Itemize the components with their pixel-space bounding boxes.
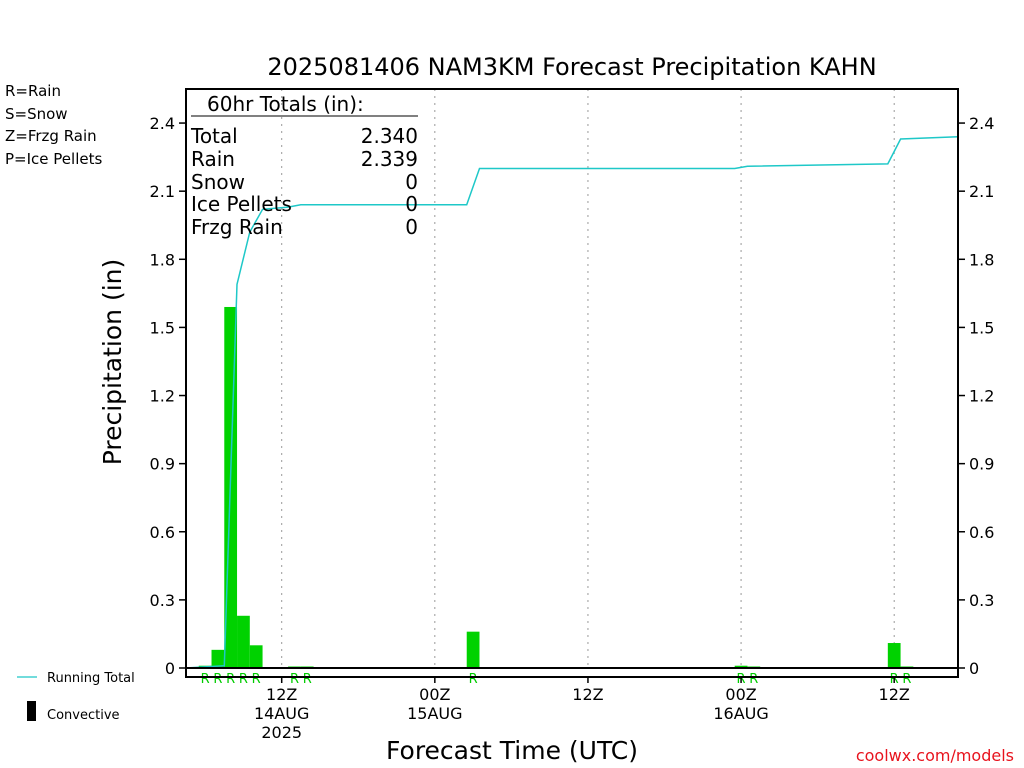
plot-frame <box>185 88 959 678</box>
y-tick-label-right: 1.5 <box>969 318 994 337</box>
x-tick-label: 00Z <box>419 685 450 704</box>
precip-type-label: R <box>303 672 312 687</box>
type-legend: R=Rain S=Snow Z=Frzg Rain P=Ice Pellets <box>5 82 102 168</box>
y-tick-label-right: 0.9 <box>969 455 994 474</box>
totals-value-ice-pellets: 0 <box>405 192 418 216</box>
grid-lines <box>281 89 895 668</box>
precip-type-label: R <box>201 672 210 687</box>
precip-type-label: R <box>469 672 478 687</box>
precip-type-label: R <box>252 672 261 687</box>
totals-label-ice-pellets: Ice Pellets <box>191 192 292 216</box>
y-tick-label-left: 2.1 <box>150 182 175 201</box>
precip-type-label: R <box>290 672 299 687</box>
convective-swatch <box>27 701 36 721</box>
convective-label: Convective <box>47 708 120 723</box>
x-tick-label: 16AUG <box>713 704 768 723</box>
y-tick-label-right: 1.8 <box>969 250 994 269</box>
x-tick-label: 00Z <box>725 685 756 704</box>
watermark: coolwx.com/models <box>856 746 1014 765</box>
totals-label-rain: Rain <box>191 147 235 171</box>
y-tick-label-left: 0 <box>165 659 175 678</box>
precip-bar <box>466 631 480 668</box>
precip-type-label: R <box>239 672 248 687</box>
chart-title: 2025081406 NAM3KM Forecast Precipitation… <box>267 53 876 81</box>
totals-value-snow: 0 <box>405 170 418 194</box>
y-tick-label-left: 0.9 <box>150 455 175 474</box>
legend-snow: S=Snow <box>5 105 68 123</box>
y-tick-label-left: 0.6 <box>150 523 175 542</box>
y-tick-label-right: 2.1 <box>969 182 994 201</box>
x-tick-label: 15AUG <box>407 704 462 723</box>
precip-type-label: R <box>226 672 235 687</box>
y-tick-label-left: 1.2 <box>150 387 175 406</box>
totals-label-snow: Snow <box>191 170 245 194</box>
totals-value-total: 2.340 <box>361 124 418 148</box>
totals-label-total: Total <box>190 124 238 148</box>
y-tick-label-right: 2.4 <box>969 114 994 133</box>
legend-rain: R=Rain <box>5 82 61 100</box>
precip-bar <box>249 645 263 668</box>
running-total-line <box>185 135 959 669</box>
x-tick-label: 12Z <box>572 685 603 704</box>
y-tick-label-left: 1.5 <box>150 318 175 337</box>
x-tick-label: 12Z <box>266 685 297 704</box>
y-tick-label-left: 1.8 <box>150 250 175 269</box>
totals-value-frzg-rain: 0 <box>405 215 418 239</box>
running-total-label: Running Total <box>47 671 135 686</box>
y-tick-label-right: 1.2 <box>969 387 994 406</box>
y-tick-label-left: 0.3 <box>150 591 175 610</box>
y-axis-title: Precipitation (in) <box>98 259 127 466</box>
bars-layer <box>198 306 914 668</box>
series-legend: Running Total Convective <box>17 671 135 723</box>
precip-type-label: R <box>902 672 911 687</box>
x-tick-label: 2025 <box>261 723 302 742</box>
precip-bar <box>887 643 901 668</box>
totals-header: 60hr Totals (in): <box>207 92 364 116</box>
precip-bar <box>734 665 748 668</box>
legend-frzg-rain: Z=Frzg Rain <box>5 127 97 145</box>
precip-bar <box>211 649 225 668</box>
totals-label-frzg-rain: Frzg Rain <box>191 215 283 239</box>
precip-type-label: R <box>213 672 222 687</box>
y-tick-label-right: 0 <box>969 659 979 678</box>
x-tick-label: 14AUG <box>254 704 309 723</box>
totals-box: 60hr Totals (in): Total 2.340 Rain 2.339… <box>190 92 418 239</box>
y-axis-ticks: 0 00.3 0.30.6 0.60.9 0.91.2 1.21.5 1.51.8 1.82.… <box>150 114 995 678</box>
running-total-layer <box>185 135 959 669</box>
type-labels-layer: RRRRRRRRRRRR <box>201 672 912 687</box>
y-tick-label-right: 0.6 <box>969 523 994 542</box>
totals-value-rain: 2.339 <box>361 147 418 171</box>
precip-type-label: R <box>749 672 758 687</box>
y-tick-label-right: 0.3 <box>969 591 994 610</box>
x-axis-title: Forecast Time (UTC) <box>386 736 638 765</box>
y-tick-label-left: 2.4 <box>150 114 175 133</box>
precip-bar <box>237 615 250 668</box>
x-tick-label: 12Z <box>879 685 910 704</box>
legend-ice-pellets: P=Ice Pellets <box>5 150 102 168</box>
